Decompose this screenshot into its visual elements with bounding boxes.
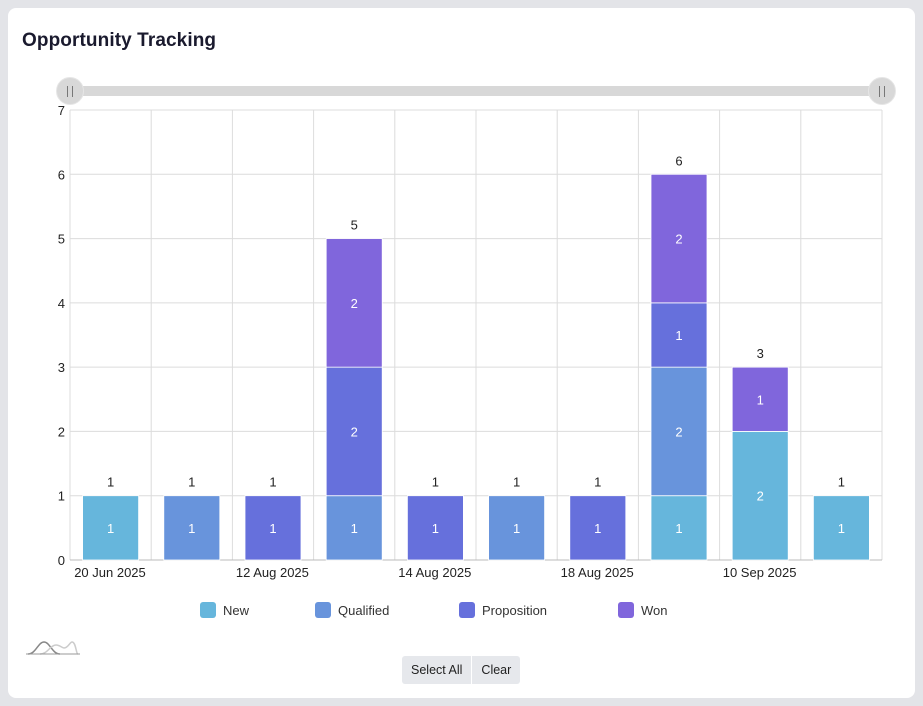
y-tick-label: 4	[58, 296, 65, 311]
segment-value-label: 1	[675, 521, 682, 536]
segment-value-label: 2	[675, 424, 682, 439]
bar-segment-proposition	[569, 495, 627, 561]
bar-segment-won	[650, 173, 708, 304]
bar-segment-won	[325, 238, 383, 368]
bar-segment-new	[650, 495, 708, 561]
bar-segment-proposition	[406, 495, 464, 561]
zoom-slider-track[interactable]	[70, 86, 882, 96]
legend-label: Won	[641, 602, 668, 618]
y-tick-label: 3	[58, 360, 65, 375]
bar-total-label: 1	[513, 475, 520, 490]
segment-value-label: 1	[513, 521, 520, 536]
selection-button-group: Select All Clear	[402, 656, 521, 684]
zoom-slider-end-handle[interactable]	[868, 77, 896, 105]
segment-value-label: 1	[188, 521, 195, 536]
segment-value-label: 2	[675, 232, 682, 247]
y-tick-label: 0	[58, 553, 65, 568]
segment-value-label: 1	[432, 521, 439, 536]
bar-segment-new	[82, 495, 139, 561]
y-tick-label: 1	[58, 489, 65, 504]
select-all-button[interactable]: Select All	[402, 656, 473, 684]
segment-value-label: 1	[838, 521, 845, 536]
segment-value-label: 1	[107, 521, 114, 536]
distribution-curve-icon[interactable]	[26, 636, 80, 660]
legend-label: Proposition	[482, 602, 548, 618]
legend: New Qualified Proposition Won	[8, 602, 915, 622]
bar-segment-new	[813, 495, 870, 561]
grip-icon	[67, 86, 73, 97]
segment-value-label: 2	[757, 489, 764, 504]
segment-value-label: 1	[351, 521, 358, 536]
legend-swatch	[459, 602, 475, 618]
legend-swatch	[315, 602, 331, 618]
segment-value-label: 1	[269, 521, 276, 536]
bar-total-label: 1	[188, 475, 195, 490]
chart-plot: 0 1 2 3 4 5 6 7 1 1 20 Jun 2025 1 1 1 1 12 Aug 2025 1 2 2 5…	[58, 103, 883, 580]
y-tick-label: 7	[58, 103, 65, 118]
bar-segment-qualified	[325, 495, 383, 561]
bar-total-label: 1	[432, 475, 439, 490]
bar-total-label: 6	[675, 153, 682, 168]
bar-segment-qualified	[650, 366, 708, 497]
x-tick-label: 10 Sep 2025	[723, 565, 797, 580]
legend-item-new[interactable]: New	[200, 602, 249, 618]
legend-label: New	[223, 602, 250, 618]
bar-segment-proposition	[244, 495, 302, 561]
grip-icon	[879, 86, 885, 97]
bar-segment-qualified	[488, 495, 546, 561]
clear-button[interactable]: Clear	[472, 656, 521, 684]
y-tick-label: 5	[58, 232, 65, 247]
bar-total-label: 1	[269, 475, 276, 490]
segment-value-label: 1	[594, 521, 601, 536]
zoom-slider-start-handle[interactable]	[56, 77, 84, 105]
bar-total-label: 5	[351, 218, 358, 233]
bar-segment-proposition	[325, 366, 383, 497]
y-tick-label: 2	[58, 424, 65, 439]
bar-segment-won	[731, 366, 789, 432]
bar-total-label: 1	[107, 475, 114, 490]
chart-card: Opportunity Tracking 0 1 2 3 4 5 6 7 1 1 20 Jun 20…	[8, 8, 915, 698]
bar-total-label: 1	[594, 475, 601, 490]
legend-swatch	[200, 602, 216, 618]
legend-item-proposition[interactable]: Proposition	[459, 602, 547, 618]
legend-swatch	[618, 602, 634, 618]
segment-value-label: 2	[351, 424, 358, 439]
x-tick-label: 12 Aug 2025	[236, 565, 309, 580]
bar-segment-new	[731, 431, 789, 561]
bar-segment-qualified	[163, 495, 221, 561]
segment-value-label: 2	[351, 296, 358, 311]
legend-item-qualified[interactable]: Qualified	[315, 602, 389, 618]
segment-value-label: 1	[675, 328, 682, 343]
legend-item-won[interactable]: Won	[618, 602, 668, 618]
bar-total-label: 3	[757, 346, 764, 361]
x-tick-label: 20 Jun 2025	[74, 565, 146, 580]
chart-title: Opportunity Tracking	[22, 30, 217, 51]
segment-value-label: 1	[757, 392, 764, 407]
legend-label: Qualified	[338, 602, 390, 618]
bar-total-label: 1	[838, 475, 845, 490]
x-tick-label: 14 Aug 2025	[398, 565, 471, 580]
y-tick-label: 6	[58, 167, 65, 182]
x-tick-label: 18 Aug 2025	[561, 565, 634, 580]
